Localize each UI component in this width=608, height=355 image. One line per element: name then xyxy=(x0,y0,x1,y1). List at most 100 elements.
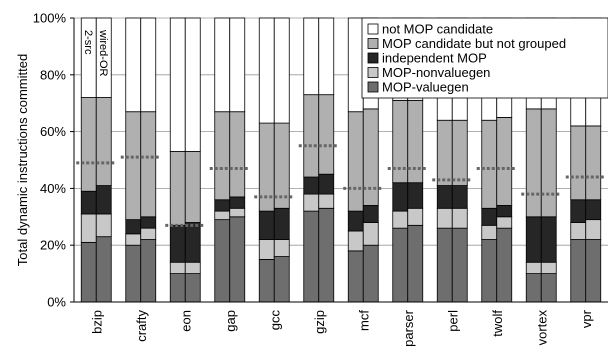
category-label-vpr: vpr xyxy=(579,309,594,328)
bar-gap-a-mop-valuegen xyxy=(214,219,231,303)
bar-vortex-a-mop-nonvaluegen xyxy=(525,261,542,274)
bar-gcc-a-mop-valuegen xyxy=(258,258,275,303)
bar-twolf-b-mop-nonvaluegen xyxy=(496,216,513,229)
bar-parser-b-mop-nonvaluegen xyxy=(407,207,424,226)
bar-gzip-a-mop-nonvaluegen xyxy=(303,193,320,212)
bar-type-labels: 2-src wired-OR xyxy=(82,29,109,77)
bar-mcf-b-mop-nonvaluegen xyxy=(362,222,379,246)
bar-gcc-a-mop-nonvaluegen xyxy=(258,239,275,260)
bar-vortex-a-mop-candidate-but-not-grouped xyxy=(525,108,542,218)
bar-parser-a-independent-mop xyxy=(392,182,409,212)
bar-twolf-b-mop-valuegen xyxy=(496,227,513,303)
bar-crafty-a-not-mop-candidate xyxy=(125,17,142,113)
y-tick-label: 40% xyxy=(40,181,66,196)
legend-swatch xyxy=(367,67,379,78)
category-label-vortex: vortex xyxy=(534,310,549,346)
bar-perl-b-mop-candidate-but-not-grouped xyxy=(451,119,468,186)
bar-gzip-b-mop-nonvaluegen xyxy=(318,193,335,209)
bar-gcc-b-mop-nonvaluegen xyxy=(273,239,290,257)
bar-twolf-a-independent-mop xyxy=(481,207,498,226)
bar-eon-b-independent-mop xyxy=(184,222,201,263)
legend-label: MOP candidate but not grouped xyxy=(382,36,566,51)
category-label-gap: gap xyxy=(223,310,238,332)
bar-type-label: wired-OR xyxy=(97,29,109,77)
reference-lines xyxy=(76,144,606,227)
bar-crafty-a-mop-nonvaluegen xyxy=(125,233,142,246)
bar-perl-a-mop-candidate-but-not-grouped xyxy=(436,119,453,186)
bar-gcc-a-not-mop-candidate xyxy=(258,17,275,124)
y-tick-label: 60% xyxy=(40,124,66,139)
bar-parser-b-independent-mop xyxy=(407,182,424,209)
bar-gzip-a-independent-mop xyxy=(303,176,320,195)
bar-vpr-b-mop-nonvaluegen xyxy=(585,219,602,240)
bar-gzip-b-independent-mop xyxy=(318,173,335,195)
category-label-bzip: bzip xyxy=(89,310,104,334)
bar-vortex-b-mop-candidate-but-not-grouped xyxy=(540,108,557,218)
axes: 0% 20% 40% 60% 80% 100% xyxy=(33,11,608,310)
bar-bzip-b-mop-candidate-but-not-grouped xyxy=(95,97,112,186)
bar-crafty-b-mop-nonvaluegen xyxy=(140,227,157,240)
y-tick-label: 100% xyxy=(33,11,67,26)
bar-bzip-b-independent-mop xyxy=(95,185,112,215)
bar-mcf-a-mop-candidate-but-not-grouped xyxy=(347,111,364,212)
bar-vpr-a-mop-candidate-but-not-grouped xyxy=(570,125,587,201)
bar-perl-a-independent-mop xyxy=(436,185,453,209)
bar-gcc-a-independent-mop xyxy=(258,210,275,240)
bar-crafty-b-independent-mop xyxy=(140,216,157,229)
bar-gap-b-mop-nonvaluegen xyxy=(229,207,246,218)
y-tick-label: 80% xyxy=(40,67,66,82)
legend-label: independent MOP xyxy=(382,51,487,66)
bar-vortex-b-mop-valuegen xyxy=(540,273,557,303)
bar-gap-a-not-mop-candidate xyxy=(214,17,231,113)
bar-mcf-a-mop-nonvaluegen xyxy=(347,230,364,252)
bar-bzip-b-mop-valuegen xyxy=(95,236,112,303)
bar-type-label: 2-src xyxy=(82,30,94,55)
bar-mcf-b-mop-candidate-but-not-grouped xyxy=(362,108,379,206)
bar-mcf-a-mop-valuegen xyxy=(347,250,364,303)
bar-gap-b-independent-mop xyxy=(229,196,246,209)
bar-eon-a-mop-valuegen xyxy=(169,273,186,303)
category-label-gzip: gzip xyxy=(312,310,327,334)
category-label-mcf: mcf xyxy=(356,310,371,331)
category-label-twolf: twolf xyxy=(490,310,505,337)
legend-swatch xyxy=(367,23,379,35)
bar-parser-b-mop-candidate-but-not-grouped xyxy=(407,99,424,184)
bar-perl-a-mop-valuegen xyxy=(436,227,453,303)
bar-crafty-a-mop-valuegen xyxy=(125,244,142,303)
legend-swatch xyxy=(367,52,379,64)
bar-bzip-b-mop-nonvaluegen xyxy=(95,213,112,238)
bar-eon-b-mop-nonvaluegen xyxy=(184,261,201,274)
bar-twolf-a-mop-candidate-but-not-grouped xyxy=(481,119,498,209)
bar-gzip-b-mop-valuegen xyxy=(318,207,335,303)
bar-mcf-b-mop-valuegen xyxy=(362,244,379,303)
bar-vortex-a-mop-valuegen xyxy=(525,273,542,303)
category-label-parser: parser xyxy=(401,309,416,347)
bar-gzip-b-not-mop-candidate xyxy=(318,17,335,96)
bar-perl-b-mop-nonvaluegen xyxy=(451,207,468,229)
legend-swatch xyxy=(367,38,379,49)
category-label-perl: perl xyxy=(445,310,460,332)
bar-perl-a-mop-nonvaluegen xyxy=(436,207,453,229)
bar-vpr-a-independent-mop xyxy=(570,199,587,223)
bar-perl-b-independent-mop xyxy=(451,185,468,209)
bar-vortex-b-independent-mop xyxy=(540,216,557,263)
bar-gap-a-mop-nonvaluegen xyxy=(214,210,231,221)
bar-crafty-b-mop-candidate-but-not-grouped xyxy=(140,111,157,218)
legend-label: not MOP candidate xyxy=(382,22,493,37)
bar-mcf-b-independent-mop xyxy=(362,205,379,223)
bar-gap-b-mop-valuegen xyxy=(229,216,246,303)
bar-parser-b-mop-valuegen xyxy=(407,224,424,303)
bar-bzip-b-not-mop-candidate xyxy=(95,17,112,98)
bar-mcf-a-not-mop-candidate xyxy=(347,17,364,113)
bar-gap-a-mop-candidate-but-not-grouped xyxy=(214,111,231,201)
bar-vortex-b-mop-nonvaluegen xyxy=(540,261,557,274)
bar-twolf-a-mop-nonvaluegen xyxy=(481,224,498,240)
bar-crafty-b-mop-valuegen xyxy=(140,239,157,303)
category-label-gcc: gcc xyxy=(267,310,282,331)
bar-eon-b-mop-candidate-but-not-grouped xyxy=(184,151,201,223)
y-tick-label: 20% xyxy=(40,238,66,253)
legend-box xyxy=(361,17,608,99)
legend-label: MOP-nonvaluegen xyxy=(382,65,490,80)
